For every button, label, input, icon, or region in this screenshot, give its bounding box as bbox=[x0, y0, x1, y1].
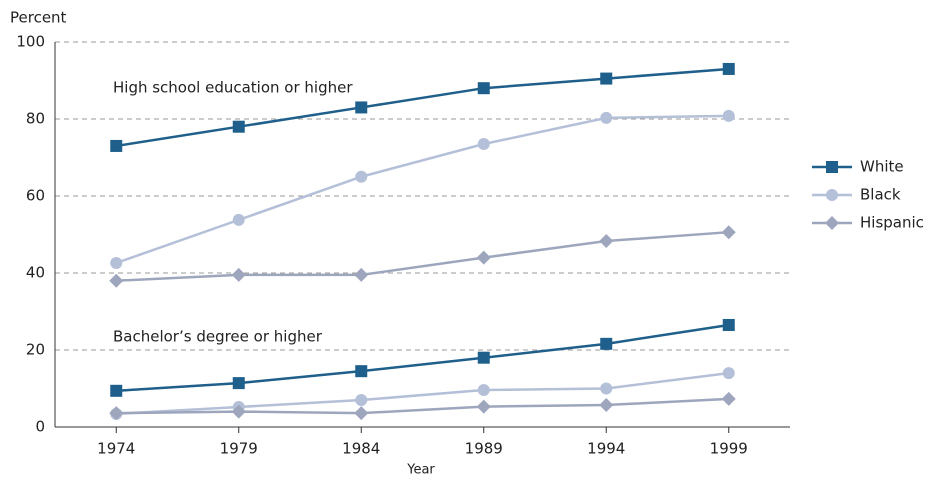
marker bbox=[825, 216, 839, 230]
line bbox=[116, 371, 729, 416]
line bbox=[116, 323, 729, 393]
marker bbox=[355, 394, 368, 407]
marker bbox=[477, 138, 490, 151]
line bbox=[116, 67, 729, 148]
x-tick-label: 1984 bbox=[342, 440, 380, 458]
group-label: High school education or higher bbox=[113, 79, 353, 97]
x-tick-label: 1974 bbox=[97, 440, 135, 458]
legend-label: Hispanic bbox=[860, 214, 924, 232]
marker bbox=[600, 111, 613, 124]
y-tick-label: 60 bbox=[26, 187, 45, 205]
marker bbox=[109, 273, 124, 288]
marker bbox=[722, 62, 735, 75]
group-label: Bachelor’s degree or higher bbox=[113, 328, 323, 346]
marker bbox=[232, 120, 245, 133]
marker bbox=[722, 109, 735, 122]
marker bbox=[355, 101, 368, 114]
line bbox=[115, 114, 729, 265]
marker bbox=[110, 256, 123, 269]
y-tick-label: 20 bbox=[26, 341, 45, 359]
legend-label: White bbox=[860, 158, 904, 176]
marker bbox=[476, 399, 491, 414]
marker bbox=[110, 384, 123, 397]
marker bbox=[231, 267, 246, 282]
x-tick-label: 1989 bbox=[465, 440, 503, 458]
marker bbox=[600, 72, 613, 85]
marker bbox=[354, 406, 369, 421]
marker bbox=[721, 225, 736, 240]
marker bbox=[722, 367, 735, 380]
x-tick-label: 1979 bbox=[220, 440, 258, 458]
marker bbox=[599, 234, 614, 249]
marker bbox=[721, 391, 736, 406]
y-tick-label: 80 bbox=[26, 110, 45, 128]
marker bbox=[354, 267, 369, 282]
y-tick-label: 100 bbox=[16, 33, 45, 51]
marker bbox=[722, 318, 735, 331]
marker bbox=[477, 82, 490, 95]
marker bbox=[232, 377, 245, 390]
y-tick-label: 0 bbox=[35, 418, 45, 436]
marker bbox=[477, 384, 490, 397]
marker bbox=[600, 337, 613, 350]
x-tick-label: 1999 bbox=[710, 440, 748, 458]
marker bbox=[599, 398, 614, 413]
marker bbox=[476, 250, 491, 265]
x-tick-label: 1994 bbox=[587, 440, 625, 458]
line bbox=[116, 230, 729, 282]
marker bbox=[232, 213, 245, 226]
legend-label: Black bbox=[860, 186, 901, 204]
y-axis-label: Percent bbox=[10, 9, 67, 27]
line bbox=[116, 397, 729, 415]
x-axis-label: Year bbox=[406, 463, 435, 478]
marker bbox=[231, 404, 246, 419]
marker bbox=[110, 139, 123, 152]
marker bbox=[600, 382, 613, 395]
marker bbox=[826, 189, 838, 201]
marker bbox=[477, 351, 490, 364]
marker bbox=[355, 365, 368, 378]
y-tick-label: 40 bbox=[26, 264, 45, 282]
marker bbox=[109, 406, 124, 421]
marker bbox=[826, 161, 838, 173]
marker bbox=[355, 170, 368, 183]
